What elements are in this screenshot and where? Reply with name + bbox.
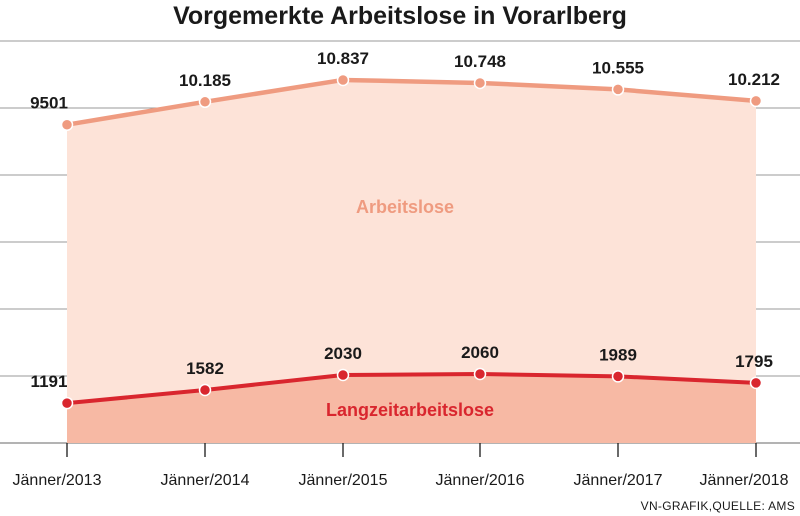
data-label-arbeitslose: 10.212 [728, 70, 780, 89]
chart-title: Vorgemerkte Arbeitslose in Vorarlberg [173, 2, 627, 30]
areas [67, 79, 756, 443]
source-note: VN-GRAFIK,QUELLE: AMS [641, 499, 795, 513]
data-label-langzeitarbeitslose: 1795 [735, 352, 773, 371]
data-label-arbeitslose: 10.185 [179, 71, 231, 90]
data-label-langzeitarbeitslose: 1191 [31, 372, 68, 391]
point-arbeitslose [60, 118, 74, 131]
x-axis: Jänner/2013 Jänner/2014 Jänner/2015 Jänner/… [13, 443, 789, 489]
x-tick-label: Jänner/2014 [161, 472, 250, 489]
line-langzeitarbeitslose [65, 371, 758, 406]
data-labels: 9501 10.185 10.837 10.748 10.555 10.212 1191 15… [30, 49, 780, 391]
x-tick-label: Jänner/2015 [299, 472, 388, 489]
data-label-langzeitarbeitslose: 2030 [324, 344, 362, 363]
point-langzeitarbeitslose [749, 376, 763, 390]
point-arbeitslose [611, 83, 625, 96]
x-tick-label: Jänner/2013 [13, 472, 102, 489]
x-tick-label: Jänner/2018 [700, 472, 789, 489]
point-arbeitslose [473, 76, 487, 90]
point-langzeitarbeitslose [473, 367, 487, 381]
data-label-arbeitslose: 10.555 [592, 58, 644, 77]
line-arbeitslose [64, 77, 759, 127]
point-arbeitslose [749, 94, 763, 108]
area-langzeitarbeitslose [67, 373, 756, 443]
x-tick-label: Jänner/2016 [436, 472, 525, 489]
point-langzeitarbeitslose [336, 368, 350, 382]
x-tick-label: Jänner/2017 [574, 472, 663, 489]
series-label-langzeitarbeitslose: Langzeitarbeitslose [326, 400, 494, 420]
point-langzeitarbeitslose [198, 383, 212, 397]
data-label-arbeitslose: 10.837 [317, 49, 369, 68]
series-label-arbeitslose: Arbeitslose [356, 197, 454, 217]
data-label-langzeitarbeitslose: 1582 [186, 359, 224, 378]
data-label-arbeitslose: 10.748 [454, 52, 506, 71]
point-arbeitslose [336, 73, 350, 87]
point-langzeitarbeitslose [60, 396, 74, 410]
point-arbeitslose [198, 95, 212, 109]
points [60, 73, 763, 410]
data-label-arbeitslose: 9501 [30, 94, 68, 113]
point-langzeitarbeitslose [611, 370, 625, 383]
data-label-langzeitarbeitslose: 1989 [599, 345, 637, 364]
data-label-langzeitarbeitslose: 2060 [461, 343, 499, 362]
lines [64, 77, 759, 406]
area-arbeitslose [67, 79, 756, 443]
